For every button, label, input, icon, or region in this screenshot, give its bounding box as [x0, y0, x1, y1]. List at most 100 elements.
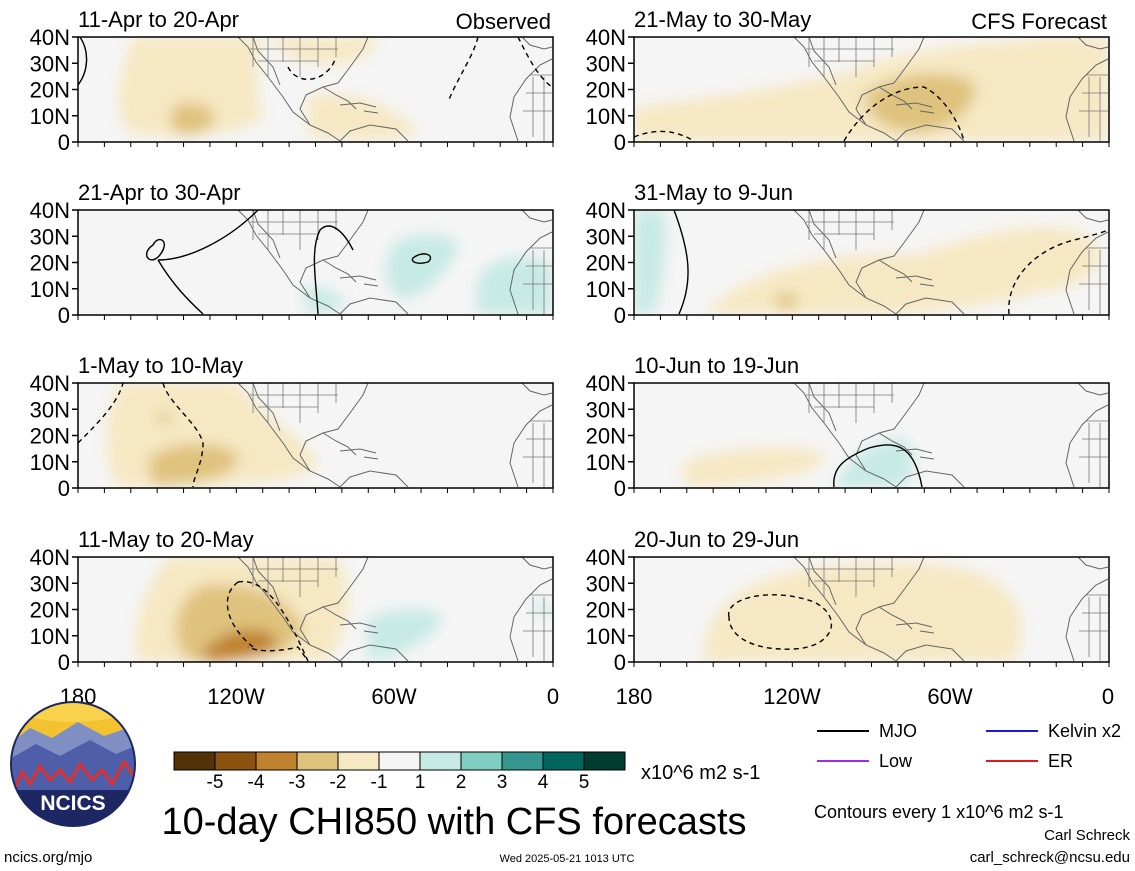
lat-tick-label: 10N: [586, 624, 626, 649]
lat-tick-label: 40N: [586, 371, 626, 396]
anomaly-region: [634, 210, 666, 314]
mjo-contour: [447, 37, 479, 103]
colorbar-label: -2: [330, 772, 347, 793]
anomaly-region: [533, 600, 552, 617]
lon-tick-label: 120W: [763, 684, 821, 709]
coastline: [322, 606, 357, 630]
panel-source-tag: CFS Forecast: [971, 9, 1107, 34]
panel-period-title: 10-Jun to 19-Jun: [634, 353, 799, 378]
lat-tick-label: 10N: [586, 450, 626, 475]
colorbar-swatch: [460, 751, 503, 771]
border-line: [1079, 74, 1108, 141]
anomaly-shading: [703, 561, 1022, 661]
mjo-contours: [634, 86, 965, 142]
border-line: [1079, 594, 1108, 661]
colorbar-swatch: [419, 751, 462, 771]
mjo-contour: [728, 594, 833, 650]
anomaly-region: [148, 443, 239, 485]
border-line: [808, 210, 893, 250]
colorbar-swatch: [337, 751, 380, 771]
lon-tick-label: 0: [1102, 684, 1114, 709]
coastline: [878, 259, 913, 283]
coastline: [895, 470, 965, 488]
borders: [250, 37, 552, 141]
coastline: [878, 432, 913, 456]
mjo-contour: [843, 86, 965, 142]
author-name: Carl Schreck: [1044, 827, 1130, 844]
coastline: [509, 404, 553, 488]
legend-label: Low: [879, 751, 913, 771]
coastline: [521, 37, 553, 50]
panel-period-title: 20-Jun to 29-Jun: [634, 527, 799, 552]
panel-period-title: 21-May to 30-May: [634, 7, 811, 32]
coastline: [252, 383, 281, 432]
coastline: [895, 275, 935, 287]
colorbar-label: 4: [538, 772, 549, 793]
border-line: [808, 557, 893, 597]
coastline: [339, 644, 409, 662]
coastline: [521, 557, 553, 570]
coastline: [855, 37, 925, 126]
coastline: [808, 383, 837, 432]
lat-tick-label: 0: [614, 303, 626, 328]
lat-tick-label: 20N: [586, 78, 626, 103]
colorbar: -5 -4 -3 -2 -1 1 2 3 4 5: [173, 751, 626, 793]
coastline: [252, 37, 281, 86]
anomaly-region: [385, 234, 459, 300]
lon-tick-label: 60W: [371, 684, 416, 709]
coastlines: [793, 557, 1109, 662]
colorbar-swatch: [501, 751, 544, 771]
mjo-contour: [673, 210, 689, 315]
coastlines: [237, 210, 553, 315]
coastline: [895, 124, 965, 142]
legend-label: Kelvin x2: [1048, 721, 1121, 741]
coastline: [878, 86, 913, 110]
coastline: [339, 470, 409, 488]
anomaly-shading: [135, 557, 552, 661]
borders: [806, 210, 1108, 314]
coastline: [793, 557, 897, 662]
coastlines: [237, 557, 553, 662]
mjo-contours: [78, 383, 204, 488]
coastline: [1065, 231, 1109, 315]
coastline: [299, 210, 369, 299]
border-line: [523, 594, 552, 661]
lat-tick-label: 30N: [586, 51, 626, 76]
mjo-contour: [517, 37, 553, 88]
colorbar-swatch: [214, 751, 257, 771]
anomaly-shading: [106, 383, 318, 487]
colorbar-swatch: [378, 751, 421, 771]
colorbar-units: x10^6 m2 s-1: [641, 762, 760, 784]
anomaly-shading: [634, 210, 1100, 314]
lat-tick-label: 20N: [30, 78, 70, 103]
coastline: [521, 210, 553, 223]
coastlines: [237, 37, 553, 142]
anomaly-region: [157, 411, 170, 424]
mjo-contour: [1008, 229, 1109, 315]
coastline: [895, 102, 935, 114]
author-email[interactable]: carl_schreck@ncsu.edu: [970, 849, 1130, 866]
border-line: [806, 221, 894, 235]
border-line: [252, 557, 337, 597]
lat-tick-label: 10N: [30, 277, 70, 302]
anomaly-region: [203, 629, 278, 661]
coastline: [509, 578, 553, 662]
lat-tick-label: 0: [614, 476, 626, 501]
colorbar-label: 1: [415, 772, 426, 793]
logo-text: NCICS: [40, 792, 105, 815]
coastline: [339, 275, 379, 287]
lat-tick-label: 30N: [30, 397, 70, 422]
lat-tick-label: 0: [58, 476, 70, 501]
lat-tick-label: 0: [58, 650, 70, 675]
ncics-logo: NCICS: [10, 701, 136, 827]
coastline: [895, 622, 935, 634]
coastline: [299, 557, 369, 646]
mjo-contour: [411, 253, 432, 264]
lat-tick-label: 20N: [30, 598, 70, 623]
anomaly-region: [1004, 41, 1108, 77]
site-link[interactable]: ncics.org/mjo: [4, 849, 92, 866]
